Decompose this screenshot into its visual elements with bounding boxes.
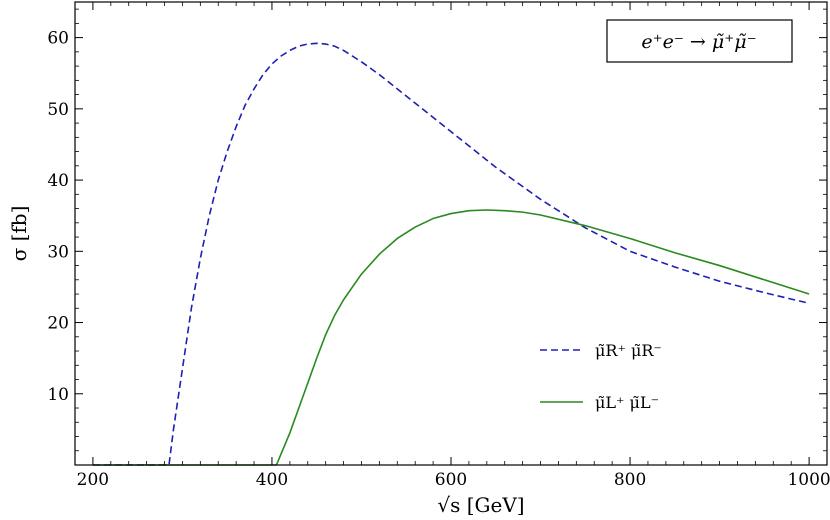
title-box: e⁺e⁻ → μ̃⁺μ̃⁻: [606, 19, 793, 63]
y-tick-label: 40: [47, 171, 69, 191]
x-tick-label: 800: [614, 470, 646, 490]
series-line-smuon-r: [92, 42, 810, 466]
series-layer: [92, 42, 810, 466]
x-axis-label: √s [GeV]: [437, 493, 524, 517]
legend: μ̃R⁺ μ̃R⁻ μ̃L⁺ μ̃L⁻: [540, 341, 662, 412]
y-axis-label: σ [fb]: [7, 206, 31, 262]
y-tick-label: 20: [47, 314, 69, 334]
y-tick-label: 60: [47, 29, 69, 49]
x-tick-label: 200: [77, 470, 109, 490]
x-tick-label: 400: [256, 470, 288, 490]
y-tick-label: 10: [47, 385, 69, 405]
x-tick-label: 600: [435, 470, 467, 490]
title-box-border: [606, 19, 793, 63]
ticks-layer: 200 400 600 800 1000 10 20 30 40 50 60: [47, 2, 830, 490]
y-tick-label: 30: [47, 242, 69, 262]
legend-label: μ̃L⁺ μ̃L⁻: [595, 393, 659, 412]
legend-label: μ̃R⁺ μ̃R⁻: [595, 341, 662, 360]
plot-frame: [74, 1, 828, 466]
series-line-smuon-l: [92, 209, 810, 466]
y-tick-label: 50: [47, 100, 69, 120]
x-tick-label: 1000: [787, 470, 830, 490]
chart-title: e⁺e⁻ → μ̃⁺μ̃⁻: [641, 31, 756, 53]
